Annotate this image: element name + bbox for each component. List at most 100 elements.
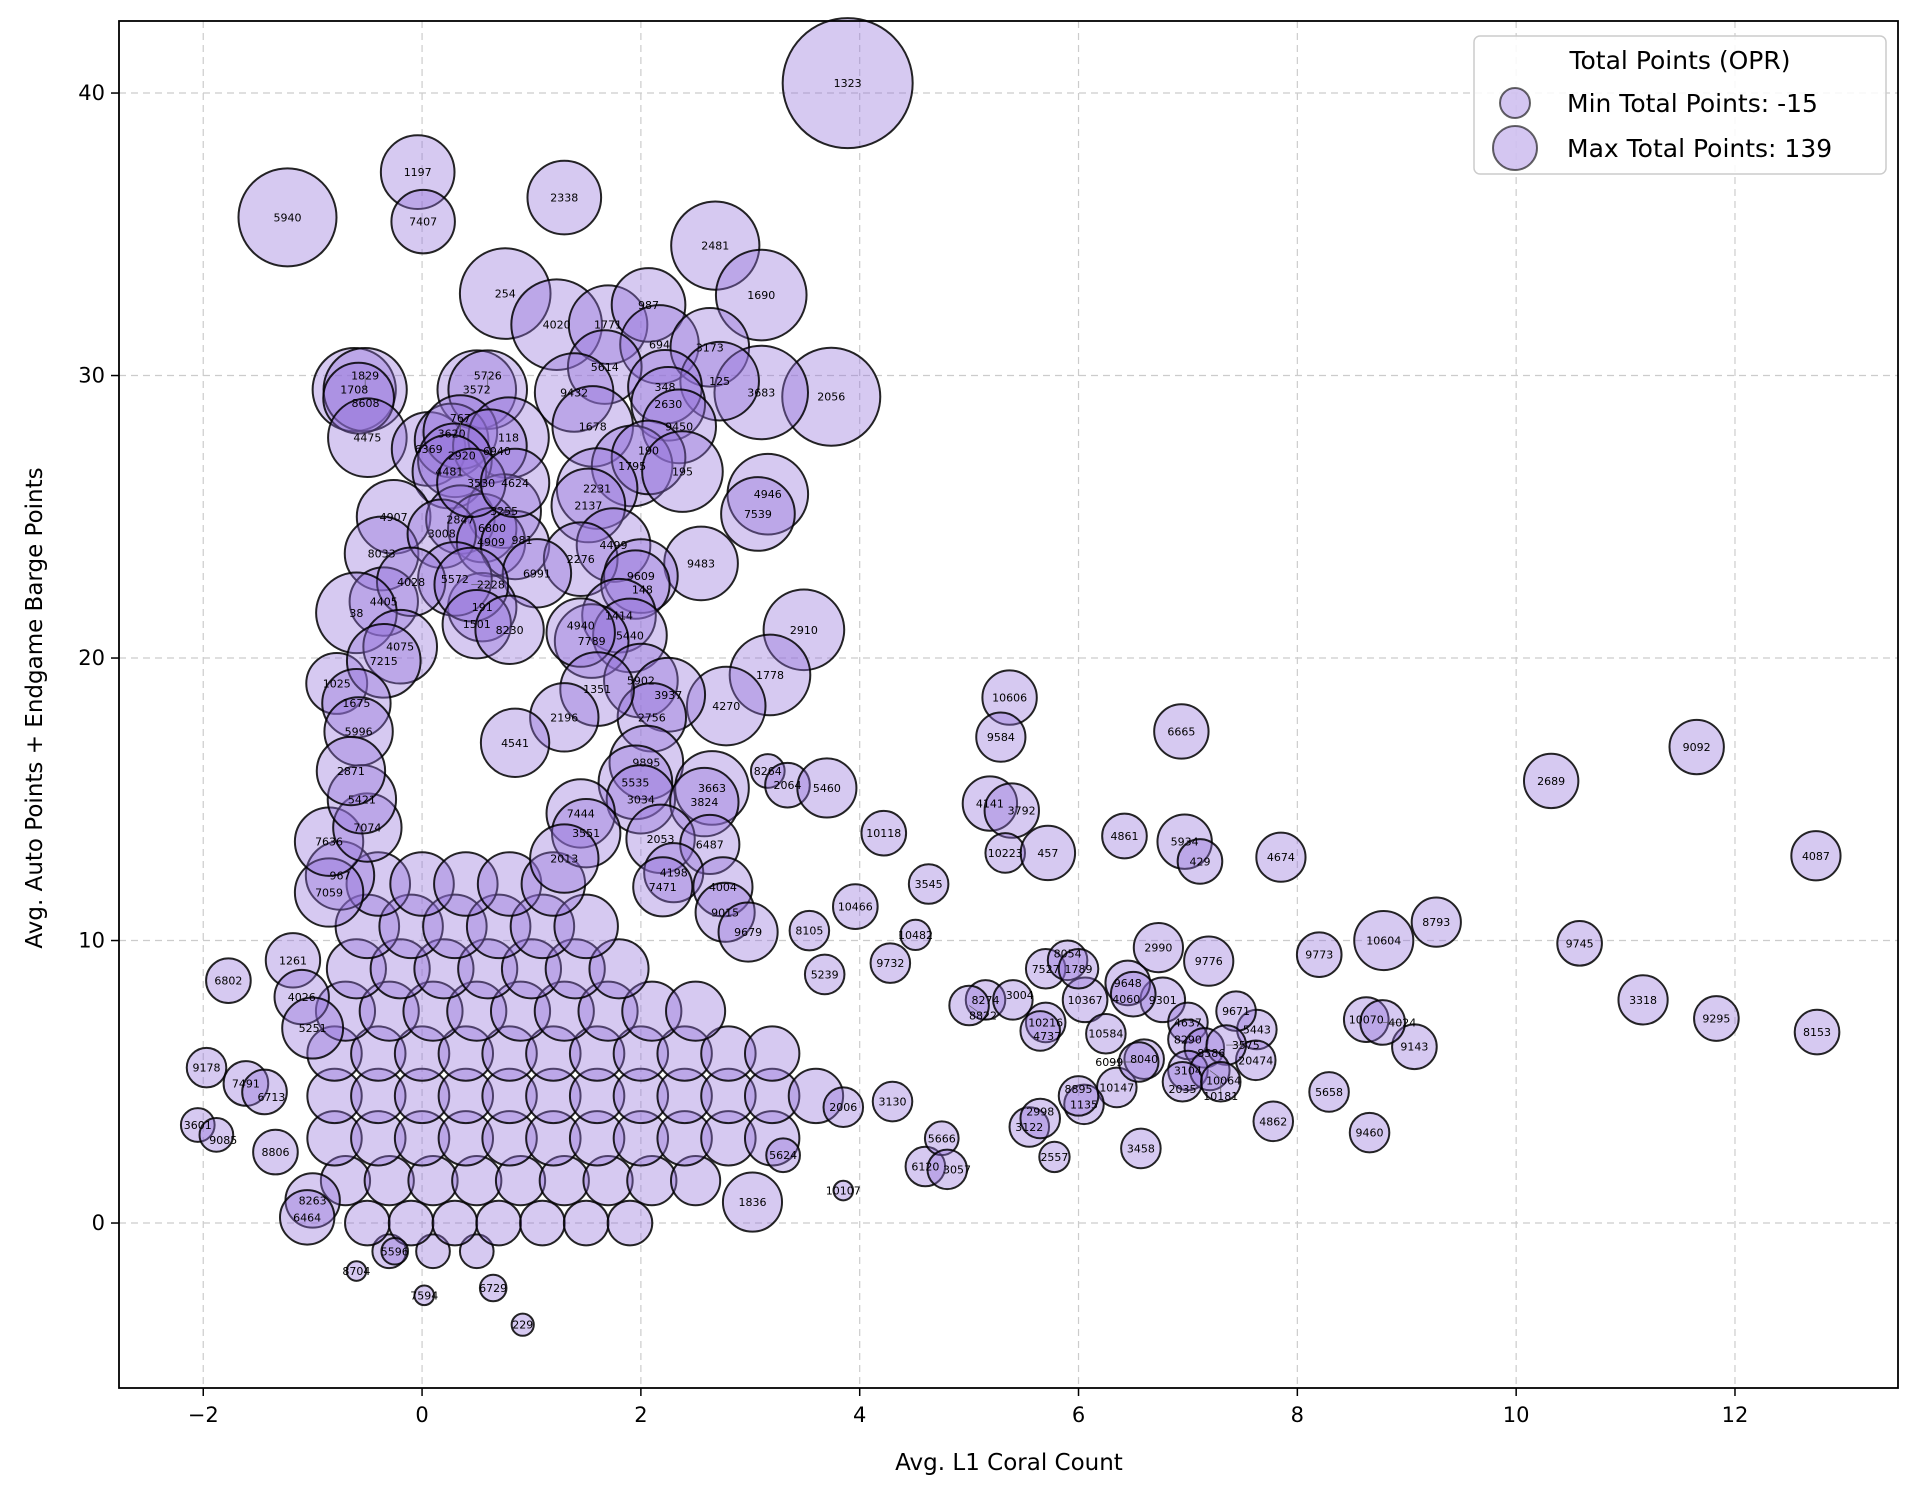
bubble bbox=[669, 1155, 722, 1207]
bubble bbox=[765, 1137, 801, 1174]
team-label: 7407 bbox=[409, 216, 437, 229]
team-label: 1501 bbox=[463, 618, 491, 631]
team-label: 9679 bbox=[734, 926, 762, 939]
team-label: 1135 bbox=[1070, 1098, 1098, 1111]
team-label: 694 bbox=[649, 338, 670, 351]
x-tick-label: 4 bbox=[853, 1403, 866, 1427]
team-label: 5726 bbox=[474, 370, 502, 383]
team-label: 9648 bbox=[1114, 977, 1142, 990]
team-label: 1675 bbox=[342, 697, 370, 710]
bubble bbox=[1038, 1140, 1071, 1174]
team-label: 5572 bbox=[441, 573, 469, 586]
bubble bbox=[402, 980, 464, 1042]
team-label: 8033 bbox=[368, 548, 396, 561]
bubble bbox=[669, 766, 740, 838]
bubble bbox=[390, 188, 456, 255]
team-label: 5940 bbox=[273, 211, 301, 224]
bubble bbox=[479, 509, 551, 581]
team-label: 3057 bbox=[943, 1163, 971, 1176]
bubble bbox=[1617, 974, 1669, 1026]
bubble bbox=[1556, 920, 1603, 967]
team-label: 5535 bbox=[621, 776, 649, 789]
bubble bbox=[520, 851, 587, 917]
team-label: 3937 bbox=[654, 689, 682, 702]
team-label: 8793 bbox=[1422, 916, 1450, 929]
team-label: 348 bbox=[654, 381, 675, 394]
bubble bbox=[481, 1110, 538, 1167]
bubble bbox=[904, 1145, 947, 1188]
bubble bbox=[619, 304, 700, 385]
team-label: 5596 bbox=[381, 1245, 409, 1258]
team-label: 10107 bbox=[826, 1185, 861, 1198]
team-label: 4024 bbox=[1388, 1016, 1416, 1029]
bubble bbox=[519, 1199, 566, 1247]
team-label: 10064 bbox=[1206, 1074, 1241, 1087]
team-label: 4075 bbox=[386, 641, 414, 654]
team-label: 5443 bbox=[1243, 1024, 1271, 1037]
bubble bbox=[479, 707, 551, 778]
bubble bbox=[749, 753, 786, 789]
team-label: 1025 bbox=[323, 677, 351, 690]
bubble bbox=[264, 932, 322, 989]
bubble bbox=[198, 1117, 235, 1153]
team-label: 4004 bbox=[709, 881, 737, 894]
team-label: 10223 bbox=[988, 847, 1023, 860]
team-label: 4270 bbox=[712, 700, 740, 713]
team-label: 2013 bbox=[550, 853, 578, 866]
bubble bbox=[345, 623, 422, 699]
team-label: 6120 bbox=[911, 1161, 939, 1174]
bubble bbox=[568, 1110, 626, 1167]
x-tick-label: 10 bbox=[1503, 1403, 1530, 1427]
legend-marker-max bbox=[1492, 125, 1538, 171]
bubble bbox=[481, 1067, 538, 1125]
team-label: 5996 bbox=[345, 725, 373, 738]
bubble bbox=[332, 792, 403, 863]
team-label: 2064 bbox=[773, 779, 801, 792]
team-label: 118 bbox=[498, 432, 519, 445]
y-tick-label: 30 bbox=[78, 364, 105, 388]
bubble bbox=[1693, 995, 1740, 1042]
bubble bbox=[575, 507, 652, 583]
bubble bbox=[612, 1067, 670, 1125]
bubble bbox=[237, 167, 338, 268]
bubble bbox=[656, 1067, 713, 1125]
team-label: 9015 bbox=[711, 906, 739, 919]
bubble bbox=[685, 665, 767, 747]
team-label: 10604 bbox=[1366, 935, 1401, 948]
bubble bbox=[700, 1067, 757, 1125]
team-label: 3575 bbox=[1232, 1039, 1260, 1052]
bubble bbox=[344, 1199, 391, 1247]
bubble bbox=[311, 347, 397, 433]
bubble bbox=[567, 284, 649, 365]
bubble bbox=[981, 669, 1038, 726]
team-label: 9584 bbox=[987, 731, 1015, 744]
team-label: 4637 bbox=[1174, 1016, 1202, 1029]
team-label: 3034 bbox=[627, 793, 655, 806]
team-label: 4861 bbox=[1110, 830, 1138, 843]
bubble bbox=[610, 267, 687, 343]
bubble bbox=[717, 901, 779, 963]
team-label: 38 bbox=[349, 607, 363, 620]
team-label: 8290 bbox=[1174, 1033, 1202, 1046]
team-label: 8054 bbox=[1054, 947, 1082, 960]
bubble bbox=[475, 1199, 522, 1247]
x-tick-label: 0 bbox=[415, 1403, 428, 1427]
team-label: 2557 bbox=[1040, 1151, 1068, 1164]
bubble bbox=[832, 1179, 855, 1202]
bubble bbox=[1353, 909, 1415, 972]
team-label: 1323 bbox=[834, 77, 862, 90]
team-label: 9671 bbox=[1222, 1005, 1250, 1018]
bubble bbox=[1120, 1127, 1162, 1170]
team-label: 1678 bbox=[579, 420, 607, 433]
team-label: 4481 bbox=[435, 466, 463, 479]
bubble bbox=[293, 857, 365, 928]
team-label: 1771 bbox=[594, 319, 622, 332]
team-label: 7215 bbox=[370, 655, 398, 668]
bubble bbox=[1139, 976, 1187, 1024]
bubble bbox=[1024, 948, 1067, 990]
team-label: 6800 bbox=[478, 522, 506, 535]
team-label: 4541 bbox=[501, 737, 529, 750]
bubble bbox=[407, 1155, 459, 1207]
team-label: 2998 bbox=[1026, 1105, 1054, 1118]
label-leader bbox=[1209, 1070, 1224, 1081]
